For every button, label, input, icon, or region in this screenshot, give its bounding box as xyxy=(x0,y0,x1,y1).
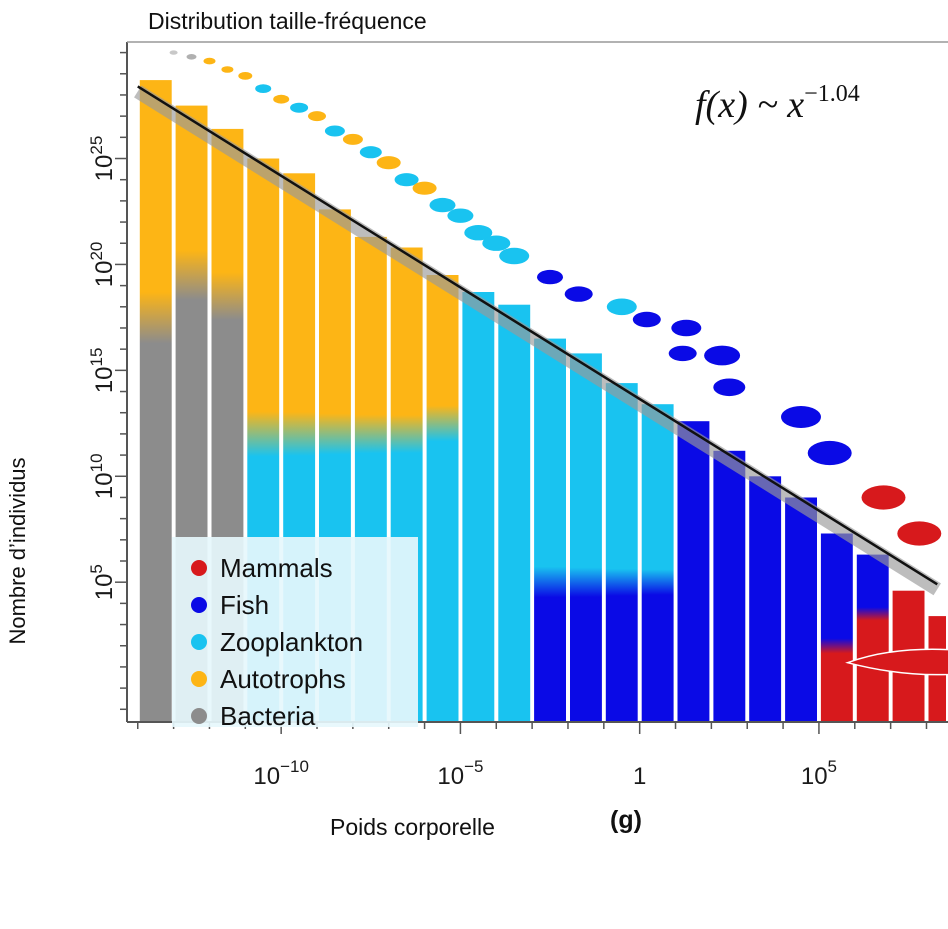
organism-silhouette-14 xyxy=(394,173,419,187)
legend-label-zooplankton: Zooplankton xyxy=(220,627,363,657)
x-tick-label: 1 xyxy=(633,763,646,790)
x-tick-label: 10−10 xyxy=(253,757,309,790)
legend-marker-zooplankton xyxy=(191,634,207,650)
bar-18 xyxy=(749,476,782,722)
bar-13 xyxy=(570,353,602,722)
bar-15 xyxy=(641,404,674,722)
organism-silhouette-6 xyxy=(255,84,272,93)
fit-line-layer xyxy=(134,85,941,596)
legend-marker-fish xyxy=(191,597,207,613)
organism-silhouette-21 xyxy=(537,269,563,285)
annotation-exponent: −1.04 xyxy=(804,81,860,107)
organism-silhouette-29 xyxy=(781,406,821,428)
power-law-annotation: f(x) ~ x−1.04 xyxy=(695,81,860,126)
organism-silhouette-27 xyxy=(704,345,741,366)
organism-silhouette-19 xyxy=(482,235,511,251)
bar-19 xyxy=(785,497,817,722)
bar-17 xyxy=(713,450,746,722)
annotation-base: f(x) ~ x xyxy=(695,84,804,126)
bar-21 xyxy=(856,554,889,722)
organism-silhouette-4 xyxy=(221,66,234,73)
legend-box xyxy=(172,537,418,727)
x-tick-label: 10−5 xyxy=(437,757,483,790)
bar-1 xyxy=(139,80,172,723)
organism-silhouette-2 xyxy=(186,54,197,60)
bar-12 xyxy=(534,338,566,722)
organism-silhouette-24 xyxy=(632,311,661,328)
legend-label-mammals: Mammals xyxy=(220,553,333,583)
x-tick-label: 105 xyxy=(801,757,837,790)
whale-silhouette xyxy=(845,648,948,676)
bar-11 xyxy=(498,304,531,722)
organism-silhouette-5 xyxy=(238,72,253,80)
legend-label-bacteria: Bacteria xyxy=(220,701,316,731)
x-axis-label: Poids corporelle xyxy=(330,814,495,840)
organism-silhouette-22 xyxy=(564,286,593,302)
organism-silhouette-13 xyxy=(376,156,401,170)
y-tick-label: 105 xyxy=(87,564,118,600)
y-tick-label: 1015 xyxy=(87,348,118,394)
organism-silhouette-1 xyxy=(169,50,178,55)
organism-silhouette-28 xyxy=(713,378,746,397)
x-axis-unit: (g) xyxy=(610,806,642,834)
organism-silhouette-9 xyxy=(308,111,326,122)
organism-silhouette-18 xyxy=(464,225,493,241)
organism-silhouette-7 xyxy=(273,94,290,104)
organism-silhouette-11 xyxy=(342,133,363,145)
y-tick-label: 1010 xyxy=(87,453,118,499)
organism-silhouette-12 xyxy=(359,146,382,159)
legend-marker-bacteria xyxy=(191,708,207,724)
organism-silhouette-25 xyxy=(671,319,702,337)
organism-silhouette-10 xyxy=(324,125,345,137)
legend-marker-mammals xyxy=(191,560,207,576)
organism-silhouette-16 xyxy=(429,197,456,213)
organism-silhouette-30 xyxy=(807,440,852,466)
fit-confidence-band xyxy=(134,85,941,596)
organism-silhouette-31 xyxy=(861,485,906,510)
bar-16 xyxy=(677,421,710,722)
bar-20 xyxy=(820,533,853,722)
organism-silhouette-20 xyxy=(499,247,530,265)
organism-silhouette-15 xyxy=(412,181,437,195)
organism-silhouette-26 xyxy=(668,345,697,362)
bar-9 xyxy=(426,275,459,722)
chart-title: Distribution taille-fréquence xyxy=(148,8,427,34)
bar-10 xyxy=(462,292,495,722)
legend: Mammals Fish Zooplankton Autotrophs Bacteria xyxy=(172,537,418,731)
legend-label-fish: Fish xyxy=(220,590,269,620)
fit-line xyxy=(137,85,938,586)
organism-silhouette-8 xyxy=(290,102,309,113)
y-tick-label: 1025 xyxy=(87,136,118,182)
bar-14 xyxy=(605,383,638,722)
organism-silhouette-17 xyxy=(447,208,474,223)
organism-silhouette-32 xyxy=(897,521,942,546)
legend-label-autotrophs: Autotrophs xyxy=(220,664,346,694)
organism-silhouettes xyxy=(169,50,948,676)
organism-silhouette-3 xyxy=(203,57,216,65)
legend-marker-autotrophs xyxy=(191,671,207,687)
y-tick-label: 1020 xyxy=(87,242,118,288)
organism-silhouette-23 xyxy=(606,298,637,316)
